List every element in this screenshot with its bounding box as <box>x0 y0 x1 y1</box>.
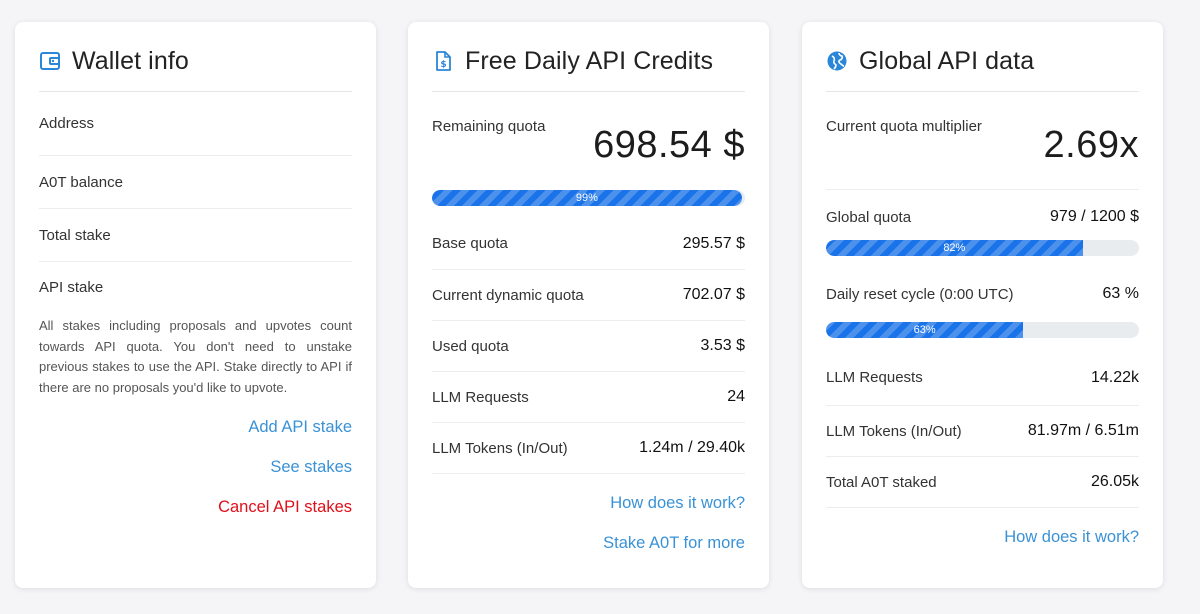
llm-tokens-row: LLM Tokens (In/Out) 1.24m / 29.40k <box>432 423 745 474</box>
global-quota-row: Global quota 979 / 1200 $ <box>826 190 1139 240</box>
dollar-document-icon: $ <box>432 50 456 74</box>
llm-requests-label: LLM Requests <box>432 388 529 406</box>
dynamic-quota-value: 702.07 $ <box>682 286 745 303</box>
global-llm-tokens-label: LLM Tokens (In/Out) <box>826 422 962 440</box>
balance-label: A0T balance <box>39 173 123 191</box>
global-how-does-it-work-link[interactable]: How does it work? <box>1004 528 1139 546</box>
llm-tokens-label: LLM Tokens (In/Out) <box>432 439 568 457</box>
global-card-title: Global API data <box>859 47 1035 75</box>
global-quota-progress: 82% <box>826 240 1139 256</box>
credits-card-header: $ Free Daily API Credits <box>432 22 745 92</box>
global-llm-requests-label: LLM Requests <box>826 369 923 386</box>
wallet-address-row: Address <box>39 92 352 156</box>
quota-multiplier-value: 2.69x <box>1043 124 1139 166</box>
wallet-card-header: Wallet info <box>39 22 352 92</box>
remaining-quota-row: Remaining quota 698.54 $ <box>432 92 745 190</box>
total-staked-label: Total A0T staked <box>826 473 937 491</box>
remaining-quota-progress: 99% <box>432 190 745 206</box>
address-label: Address <box>39 115 95 132</box>
global-llm-tokens-row: LLM Tokens (In/Out) 81.97m / 6.51m <box>826 406 1139 457</box>
see-stakes-link[interactable]: See stakes <box>270 458 352 476</box>
wallet-card-title: Wallet info <box>72 47 189 75</box>
reset-cycle-label: Daily reset cycle (0:00 UTC) <box>826 285 1014 303</box>
llm-requests-row: LLM Requests 24 <box>432 372 745 423</box>
global-quota-progress-label: 82% <box>943 242 966 254</box>
total-stake-label: Total stake <box>39 226 111 244</box>
used-quota-label: Used quota <box>432 337 509 355</box>
reset-cycle-progress-fill: 63% <box>826 322 1024 338</box>
stake-for-more-link[interactable]: Stake A0T for more <box>603 534 745 552</box>
base-quota-label: Base quota <box>432 235 508 252</box>
llm-tokens-value: 1.24m / 29.40k <box>639 439 745 456</box>
global-quota-value: 979 / 1200 $ <box>1050 208 1139 225</box>
global-card-header: Global API data <box>826 22 1139 92</box>
global-llm-requests-row: LLM Requests 14.22k <box>826 350 1139 406</box>
total-staked-row: Total A0T staked 26.05k <box>826 457 1139 508</box>
reset-cycle-progress: 63% <box>826 322 1139 338</box>
reset-cycle-value: 63 % <box>1102 285 1139 302</box>
total-staked-value: 26.05k <box>1090 473 1139 490</box>
dynamic-quota-label: Current dynamic quota <box>432 286 584 304</box>
remaining-quota-progress-label: 99% <box>575 192 598 204</box>
wallet-icon <box>39 50 63 74</box>
global-api-card: Global API data Current quota multiplier… <box>802 22 1163 588</box>
remaining-quota-progress-fill: 99% <box>432 190 742 206</box>
globe-icon <box>826 50 850 74</box>
daily-credits-card: $ Free Daily API Credits Remaining quota… <box>408 22 769 588</box>
wallet-info-card: Wallet info Address A0T balance Total st… <box>15 22 376 588</box>
used-quota-row: Used quota 3.53 $ <box>432 321 745 372</box>
global-quota-progress-fill: 82% <box>826 240 1083 256</box>
reset-cycle-row: Daily reset cycle (0:00 UTC) 63 % <box>826 256 1139 322</box>
global-quota-label: Global quota <box>826 208 912 226</box>
wallet-api-stake-row: API stake <box>39 262 352 312</box>
quota-multiplier-label: Current quota multiplier <box>826 118 982 135</box>
credits-card-title: Free Daily API Credits <box>465 47 714 75</box>
wallet-total-stake-row: Total stake <box>39 209 352 262</box>
base-quota-row: Base quota 295.57 $ <box>432 218 745 270</box>
dynamic-quota-row: Current dynamic quota 702.07 $ <box>432 270 745 321</box>
wallet-balance-row: A0T balance <box>39 156 352 209</box>
global-llm-requests-value: 14.22k <box>1090 368 1139 386</box>
reset-cycle-progress-label: 63% <box>913 324 936 336</box>
cancel-api-stakes-link[interactable]: Cancel API stakes <box>218 498 352 516</box>
remaining-quota-value: 698.54 $ <box>593 124 745 166</box>
svg-text:$: $ <box>440 60 446 70</box>
api-stake-label: API stake <box>39 278 104 296</box>
remaining-quota-label: Remaining quota <box>432 118 546 135</box>
quota-multiplier-row: Current quota multiplier 2.69x <box>826 92 1139 190</box>
base-quota-value: 295.57 $ <box>682 234 745 252</box>
used-quota-value: 3.53 $ <box>700 337 745 354</box>
how-does-it-work-link[interactable]: How does it work? <box>610 494 745 512</box>
global-llm-tokens-value: 81.97m / 6.51m <box>1027 422 1139 439</box>
stake-info-note: All stakes including proposals and upvot… <box>39 318 352 395</box>
llm-requests-value: 24 <box>727 388 745 405</box>
add-api-stake-link[interactable]: Add API stake <box>248 418 352 436</box>
